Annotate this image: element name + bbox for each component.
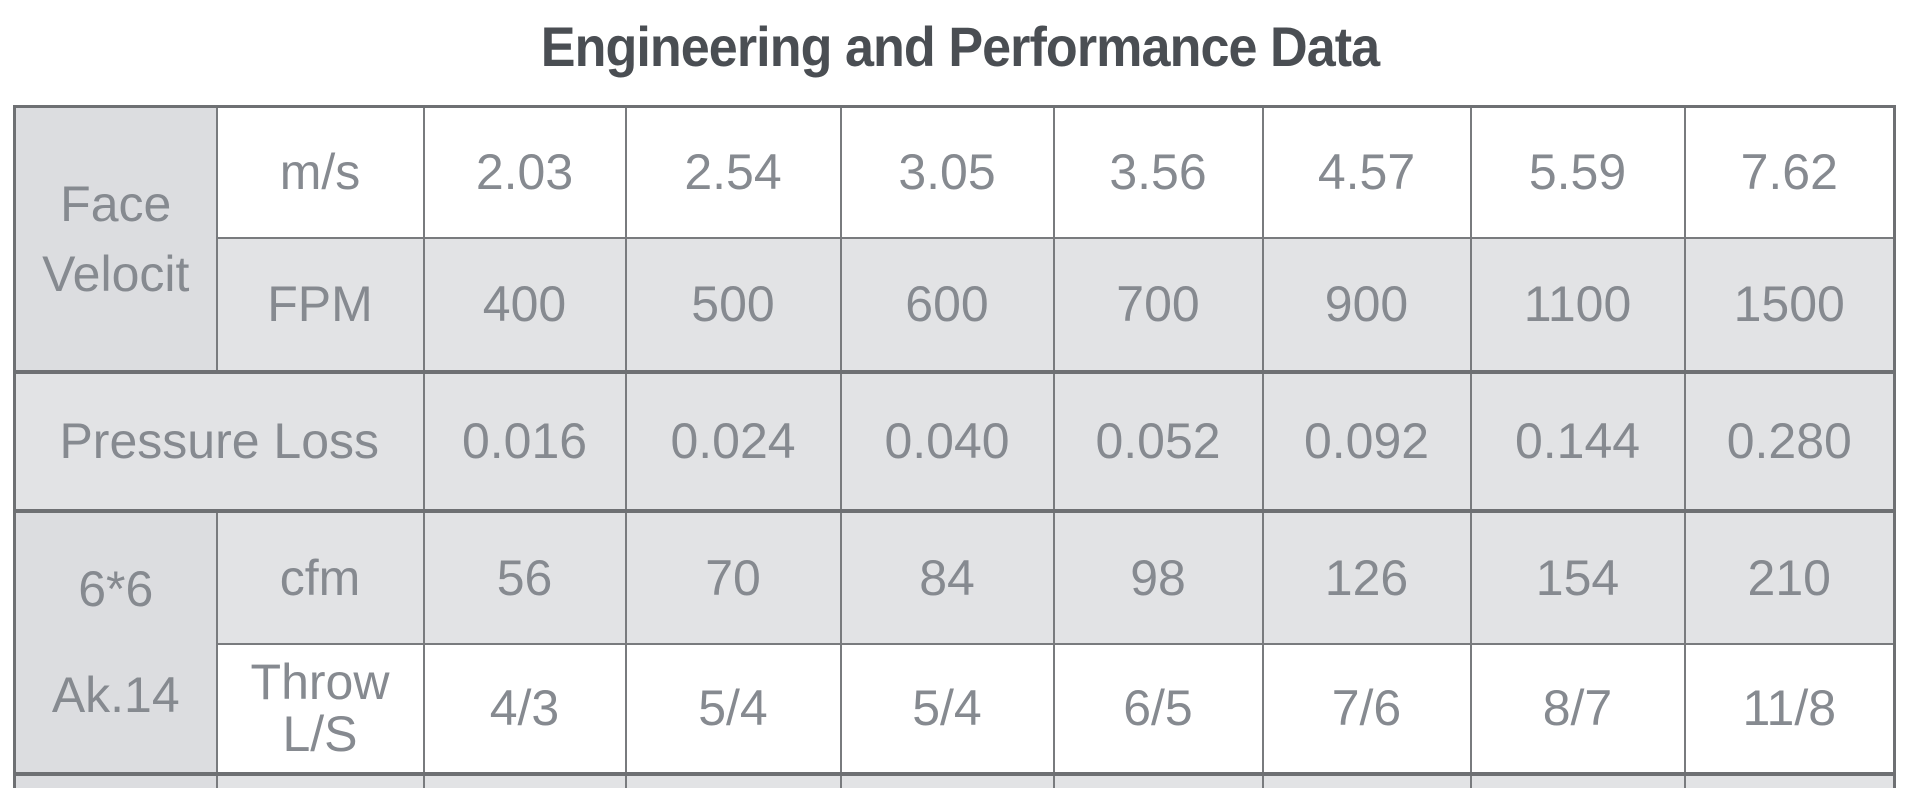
value-cell: 7/6 bbox=[1261, 642, 1472, 775]
model-label-line1: 6*6 bbox=[78, 561, 154, 617]
unit-cell-fpm: FPM bbox=[215, 236, 425, 373]
clipped-cell bbox=[1052, 771, 1264, 788]
model-label-line2: Ak.14 bbox=[51, 667, 180, 723]
page-title: Engineering and Performance Data bbox=[540, 15, 1380, 78]
value-cell: 0.144 bbox=[1469, 369, 1686, 512]
row-next-clipped bbox=[13, 771, 1896, 788]
value-cell: 900 bbox=[1261, 236, 1472, 373]
face-velocity-label-line1: Face bbox=[60, 175, 172, 232]
value-cell: 70 bbox=[624, 508, 842, 645]
row-model-throw: Throw L/S 4/3 5/4 5/4 6/5 7/6 8/7 11/8 bbox=[15, 642, 1896, 775]
value-cell: 700 bbox=[1052, 236, 1264, 373]
value-cell: 600 bbox=[839, 236, 1055, 373]
throw-unit-line1: Throw bbox=[250, 654, 390, 710]
row-velocity-fpm: FPM 400 500 600 700 900 1100 1500 bbox=[15, 236, 1896, 373]
value-cell: 210 bbox=[1683, 508, 1896, 645]
value-cell: 4.57 bbox=[1261, 105, 1472, 239]
value-cell: 0.024 bbox=[624, 369, 842, 512]
clipped-cell bbox=[839, 771, 1055, 788]
value-cell: 5/4 bbox=[839, 642, 1055, 775]
row-velocity-ms: Face Velocit m/s 2.03 2.54 3.05 3.56 4.5… bbox=[13, 105, 1896, 373]
value-cell: 126 bbox=[1261, 508, 1472, 645]
unit-cell-cfm: cfm bbox=[215, 508, 425, 645]
model-label-cell: 6*6 Ak.14 bbox=[13, 508, 218, 775]
value-cell: 4/3 bbox=[422, 642, 627, 775]
value-cell: 5.59 bbox=[1469, 105, 1686, 239]
unit-cell-ms: m/s bbox=[215, 105, 425, 239]
row-model-cfm: 6*6 Ak.14 cfm 56 70 84 98 126 154 210 bbox=[13, 508, 1896, 775]
face-velocity-label-line2: Velocit bbox=[42, 245, 190, 302]
clipped-cell bbox=[624, 771, 842, 788]
value-cell: 2.54 bbox=[624, 105, 842, 239]
value-cell: 5/4 bbox=[624, 642, 842, 775]
value-cell: 1100 bbox=[1469, 236, 1686, 373]
value-cell: 8/7 bbox=[1469, 642, 1686, 775]
face-velocity-label-cell: Face Velocit bbox=[13, 105, 218, 373]
value-cell: 11/8 bbox=[1683, 642, 1896, 775]
clipped-cell bbox=[215, 771, 425, 788]
value-cell: 98 bbox=[1052, 508, 1264, 645]
value-cell: 154 bbox=[1469, 508, 1686, 645]
throw-unit-line2: L/S bbox=[282, 706, 358, 762]
row-pressure-loss: Pressure Loss 0.016 0.024 0.040 0.052 0.… bbox=[13, 369, 1896, 512]
unit-cell-throw: Throw L/S bbox=[215, 642, 425, 775]
clipped-cell bbox=[1683, 771, 1896, 788]
value-cell: 0.016 bbox=[422, 369, 627, 512]
pressure-loss-label-cell: Pressure Loss bbox=[13, 369, 425, 512]
value-cell: 0.280 bbox=[1683, 369, 1896, 512]
value-cell: 500 bbox=[624, 236, 842, 373]
value-cell: 3.56 bbox=[1052, 105, 1264, 239]
value-cell: 1500 bbox=[1683, 236, 1896, 373]
clipped-cell bbox=[13, 771, 218, 788]
value-cell: 7.62 bbox=[1683, 105, 1896, 239]
value-cell: 56 bbox=[422, 508, 627, 645]
clipped-cell bbox=[422, 771, 627, 788]
clipped-cell bbox=[1261, 771, 1472, 788]
value-cell: 3.05 bbox=[839, 105, 1055, 239]
value-cell: 0.052 bbox=[1052, 369, 1264, 512]
value-cell: 84 bbox=[839, 508, 1055, 645]
value-cell: 0.040 bbox=[839, 369, 1055, 512]
performance-data-table: Face Velocit m/s 2.03 2.54 3.05 3.56 4.5… bbox=[13, 105, 1896, 788]
clipped-cell bbox=[1469, 771, 1686, 788]
value-cell: 6/5 bbox=[1052, 642, 1264, 775]
value-cell: 400 bbox=[422, 236, 627, 373]
value-cell: 2.03 bbox=[422, 105, 627, 239]
value-cell: 0.092 bbox=[1261, 369, 1472, 512]
